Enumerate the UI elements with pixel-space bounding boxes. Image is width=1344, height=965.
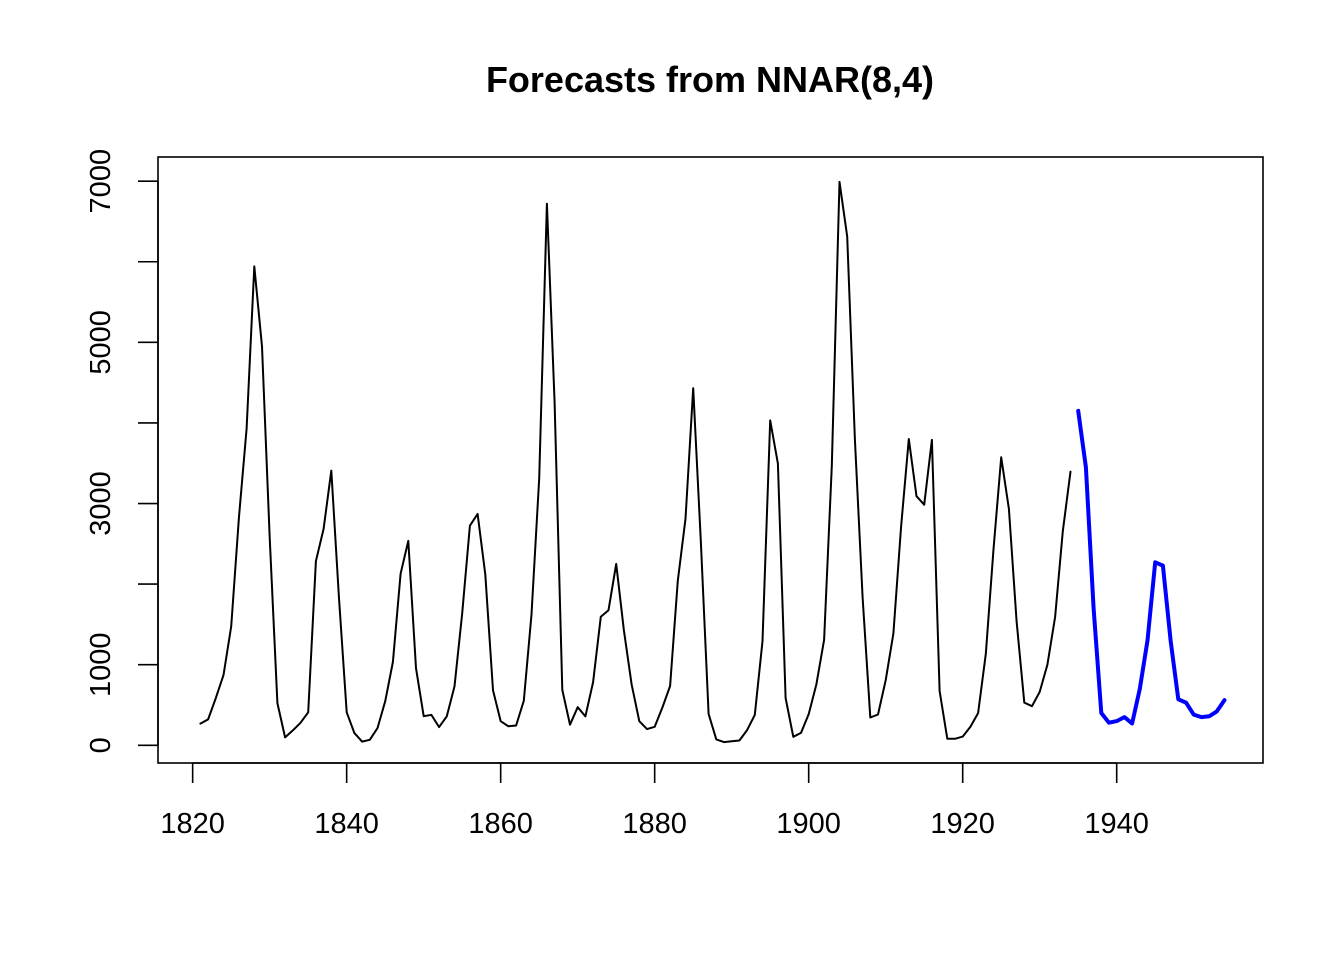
x-tick-label: 1880: [622, 808, 687, 840]
y-axis: 0 1000 3000 5000 7000: [85, 149, 159, 753]
y-tick-label: 5000: [85, 310, 117, 375]
observed-series-line: [199, 180, 1072, 744]
y-tick-label: 7000: [85, 149, 117, 214]
y-tick-label: 0: [85, 737, 117, 753]
series-layer: [199, 180, 1227, 744]
x-tick-label: 1900: [776, 808, 841, 840]
y-tick-label: 1000: [85, 632, 117, 697]
chart-title: Forecasts from NNAR(8,4): [486, 59, 934, 100]
y-tick-label: 3000: [85, 471, 117, 536]
x-axis: 1820 1840 1860 1880 1900 1920 1940: [160, 762, 1149, 840]
x-tick-label: 1940: [1084, 808, 1149, 840]
forecast-series-line: [1076, 408, 1227, 726]
x-tick-label: 1820: [160, 808, 225, 840]
x-tick-label: 1920: [930, 808, 995, 840]
x-tick-label: 1860: [468, 808, 533, 840]
x-tick-label: 1840: [314, 808, 379, 840]
